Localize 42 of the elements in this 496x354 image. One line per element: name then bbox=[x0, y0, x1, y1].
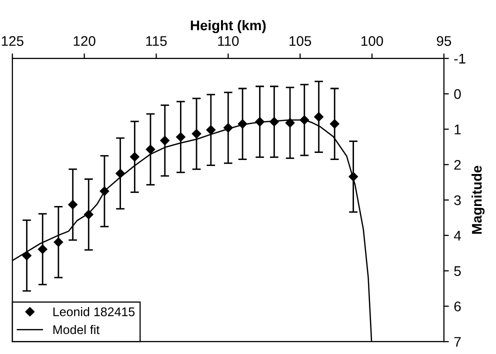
y-axis-title: Magnitude bbox=[472, 166, 485, 234]
legend-label: Leonid 182415 bbox=[53, 307, 135, 316]
point bbox=[224, 123, 233, 132]
point bbox=[116, 168, 125, 178]
point bbox=[348, 172, 358, 182]
y-tick-label: -1 bbox=[454, 54, 466, 64]
x-tick-label: 115 bbox=[146, 36, 167, 46]
y-tick-label: 3 bbox=[454, 195, 461, 206]
point bbox=[238, 119, 248, 129]
x-tick-label: 120 bbox=[74, 36, 96, 46]
point bbox=[206, 125, 216, 135]
point bbox=[146, 144, 156, 154]
x-tick-label: 100 bbox=[361, 36, 384, 46]
y-tick-label: 7 bbox=[454, 337, 461, 347]
x-tick-label: 105 bbox=[290, 36, 312, 46]
point bbox=[176, 132, 186, 142]
point bbox=[330, 119, 340, 129]
point bbox=[160, 136, 170, 146]
point bbox=[54, 238, 64, 247]
y-tick-label: 0 bbox=[454, 89, 461, 99]
point bbox=[255, 117, 264, 126]
y-tick-label: 2 bbox=[454, 160, 461, 170]
x-tick-label: 95 bbox=[436, 36, 452, 46]
point bbox=[270, 117, 279, 126]
point bbox=[192, 129, 202, 138]
point bbox=[100, 186, 110, 196]
point bbox=[314, 112, 324, 122]
legend-label: Model fit bbox=[53, 324, 100, 334]
x-axis-title: Height (km) bbox=[190, 20, 266, 34]
point bbox=[22, 250, 32, 260]
point bbox=[84, 210, 94, 220]
x-tick-label: 110 bbox=[218, 36, 239, 46]
point bbox=[300, 115, 310, 125]
y-tick-label: 6 bbox=[454, 302, 461, 312]
y-tick-label: 5 bbox=[454, 266, 461, 276]
y-tick-label: 1 bbox=[454, 124, 461, 134]
point bbox=[38, 244, 48, 254]
y-tick-label: 4 bbox=[454, 230, 461, 240]
point bbox=[285, 118, 295, 128]
x-tick-label: 125 bbox=[2, 36, 24, 46]
point bbox=[68, 200, 78, 210]
point bbox=[130, 152, 140, 162]
